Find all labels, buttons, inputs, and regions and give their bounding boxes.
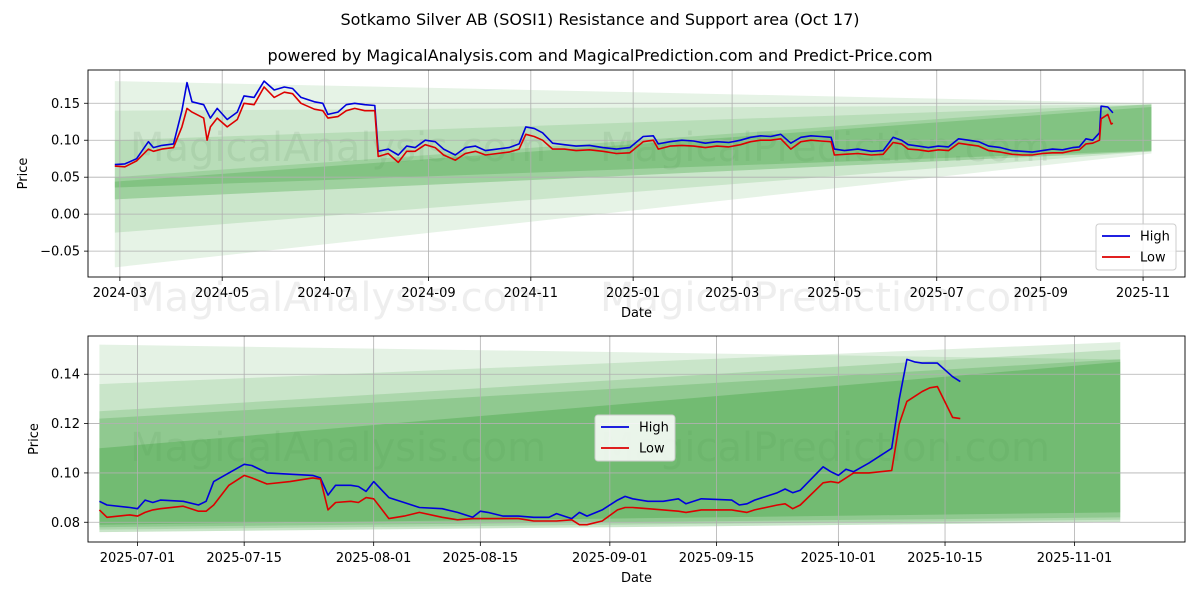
top-xtick-label-5: 2025-01 <box>606 286 660 301</box>
bottom-ytick-label-0: 0.14 <box>51 368 80 383</box>
top-chart: 2024-03 2024-05 2024-07 2024-09 2024-11 2025-… <box>16 69 1186 321</box>
bottom-xtick-label-6: 2025-10-01 <box>801 551 877 566</box>
bottom-xtick-label-2: 2025-08-01 <box>336 551 412 566</box>
top-xtick-label-0: 2024-03 <box>93 286 147 301</box>
bottom-series <box>98 358 961 526</box>
bottom-ytick-label-2: 0.10 <box>51 466 80 481</box>
top-xtick-label-7: 2025-05 <box>807 286 861 301</box>
bottom-xtick-label-7: 2025-10-15 <box>907 551 983 566</box>
watermark-analysis-top: MagicalAnalysis.com <box>130 125 547 171</box>
top-ytick-label-4: −0.05 <box>40 245 80 260</box>
top-xtick-label-8: 2025-07 <box>910 286 964 301</box>
top-xtick-label-2: 2024-07 <box>297 286 351 301</box>
bottom-xtick-label-1: 2025-07-15 <box>206 551 282 566</box>
bottom-plot-frame <box>87 335 1186 543</box>
bottom-legend-label-high: High <box>639 421 669 436</box>
bottom-series-high-line <box>99 358 961 520</box>
watermark-analysis-bottom: MagicalAnalysis.com <box>130 425 547 471</box>
top-xlabel: Date <box>621 306 652 321</box>
top-ytick-label-0: 0.15 <box>51 97 80 112</box>
bottom-xtick-label-8: 2025-11-01 <box>1037 551 1113 566</box>
bottom-series-low-line <box>98 385 961 526</box>
top-plot-frame <box>87 69 1186 278</box>
bottom-xlabel: Date <box>621 571 652 586</box>
top-xtick-label-3: 2024-09 <box>401 286 455 301</box>
bottom-xtick-label-5: 2025-09-15 <box>679 551 755 566</box>
bottom-chart: 2025-07-01 2025-07-15 2025-08-01 2025-08-15… <box>27 335 1186 586</box>
bottom-legend: High Low <box>594 414 676 462</box>
watermark-analysis-mid: MagicalAnalysis.com <box>130 275 547 321</box>
top-series <box>114 80 1114 168</box>
bottom-legend-label-low: Low <box>639 442 665 457</box>
bottom-ytick-label-1: 0.12 <box>51 417 80 432</box>
top-xtick-label-1: 2024-05 <box>195 286 249 301</box>
watermark-prediction-mid: MagicalPrediction.com <box>600 275 1050 321</box>
chart-subtitle: powered by MagicalAnalysis.com and Magic… <box>267 46 933 65</box>
bottom-ytick-label-3: 0.08 <box>51 516 80 531</box>
chart-title: Sotkamo Silver AB (SOSI1) Resistance and… <box>340 10 860 29</box>
bottom-xtick-label-0: 2025-07-01 <box>100 551 176 566</box>
top-xtick-label-10: 2025-11 <box>1116 286 1170 301</box>
bottom-xtick-label-3: 2025-08-15 <box>443 551 519 566</box>
top-legend-label-low: Low <box>1140 251 1166 266</box>
top-xtick-label-9: 2025-09 <box>1014 286 1068 301</box>
top-series-high-line <box>114 80 1114 166</box>
top-legend: High Low <box>1095 223 1177 271</box>
top-ytick-label-3: 0.00 <box>51 208 80 223</box>
top-legend-label-high: High <box>1140 230 1170 245</box>
top-ytick-label-2: 0.05 <box>51 171 80 186</box>
top-ylabel: Price <box>16 158 31 190</box>
top-series-low-line <box>114 86 1114 168</box>
bottom-ylabel: Price <box>27 423 42 455</box>
top-xtick-label-4: 2024-11 <box>504 286 558 301</box>
watermark-prediction-top: MagicalPrediction.com <box>600 125 1050 171</box>
bottom-xtick-label-4: 2025-09-01 <box>572 551 648 566</box>
top-xtick-label-6: 2025-03 <box>705 286 759 301</box>
top-ytick-label-1: 0.10 <box>51 134 80 149</box>
